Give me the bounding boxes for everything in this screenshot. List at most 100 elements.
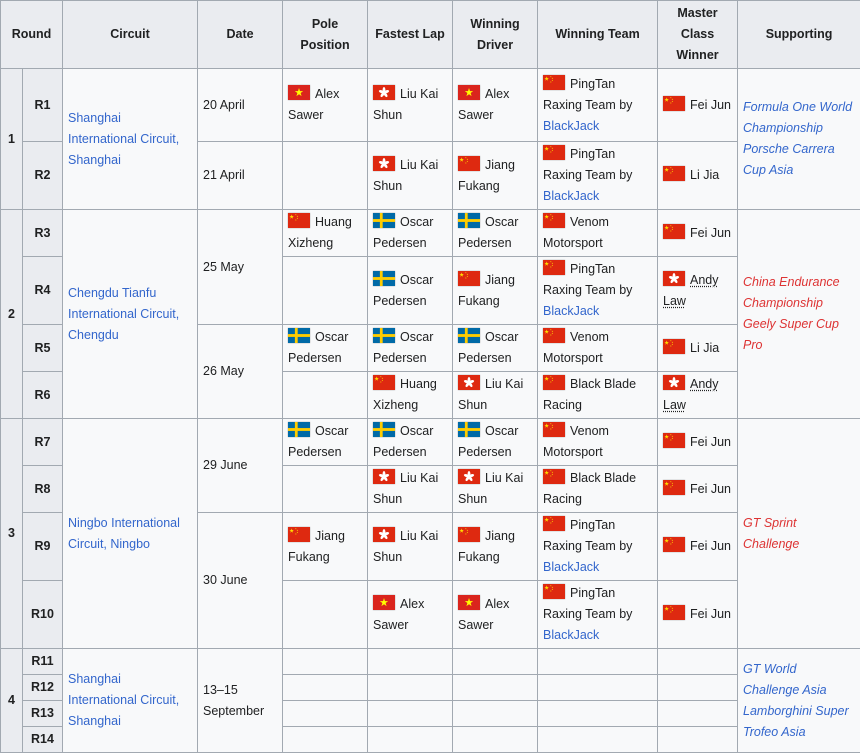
supporting-link[interactable]: GT Sprint Challenge [743, 513, 855, 555]
sweden-flag-icon [458, 328, 480, 343]
winning-team-cell [538, 701, 658, 727]
pole-position-cell: Huang Xizheng [283, 210, 368, 257]
fastest-lap-cell [368, 649, 453, 675]
pole-position-cell: Jiang Fukang [283, 513, 368, 581]
winning-driver-cell: Oscar Pedersen [453, 210, 538, 257]
race-cell: R5 [23, 325, 63, 372]
china-flag-icon [458, 271, 480, 286]
winning-team-cell: PingTan Raxing Team by BlackJack [538, 257, 658, 325]
race-cell: R9 [23, 513, 63, 581]
race-cell: R7 [23, 419, 63, 466]
china-flag-icon [663, 96, 685, 111]
winning-team-cell [538, 649, 658, 675]
race-cell: R14 [23, 727, 63, 753]
supporting-link[interactable]: GT World Challenge Asia [743, 659, 855, 701]
pole-position-cell [283, 649, 368, 675]
pole-position-cell [283, 701, 368, 727]
china-flag-icon [543, 516, 565, 531]
master-winner-name: Fei Jun [690, 607, 731, 621]
supporting-link[interactable]: Geely Super Cup Pro [743, 314, 855, 356]
fastest-lap-cell [368, 701, 453, 727]
winning-driver-cell: Alex Sawer [453, 581, 538, 649]
supporting-link[interactable]: Porsche Carrera Cup Asia [743, 139, 855, 181]
hong-kong-flag-icon [458, 375, 480, 390]
team-link[interactable]: BlackJack [543, 304, 599, 318]
race-cell: R1 [23, 69, 63, 142]
sweden-flag-icon [458, 422, 480, 437]
team-link[interactable]: BlackJack [543, 189, 599, 203]
team-link[interactable]: BlackJack [543, 628, 599, 642]
winning-driver-cell [453, 701, 538, 727]
team-link[interactable]: BlackJack [543, 119, 599, 133]
header-pole-position: Pole Position [283, 1, 368, 69]
supporting-link[interactable]: Formula One World Championship [743, 97, 855, 139]
round-number-cell: 4 [1, 649, 23, 753]
table-row: 1 R1 Shanghai International Circuit, Sha… [1, 69, 860, 142]
winning-team-cell: Black Blade Racing [538, 466, 658, 513]
fastest-lap-cell: Alex Sawer [368, 581, 453, 649]
winning-driver-cell: Oscar Pedersen [453, 419, 538, 466]
circuit-cell: Shanghai International Circuit, Shanghai [63, 649, 198, 753]
supporting-cell: GT World Challenge Asia Lamborghini Supe… [738, 649, 860, 753]
fastest-lap-cell: Liu Kai Shun [368, 142, 453, 210]
race-results-table: Round Circuit Date Pole Position Fastest… [0, 0, 860, 753]
master-winner-name: Fei Jun [690, 226, 731, 240]
fastest-lap-cell: Liu Kai Shun [368, 466, 453, 513]
vietnam-flag-icon [288, 85, 310, 100]
circuit-cell: Shanghai International Circuit, Shanghai [63, 69, 198, 210]
pole-position-cell: Oscar Pedersen [283, 325, 368, 372]
race-cell: R13 [23, 701, 63, 727]
date-cell: 21 April [198, 142, 283, 210]
china-flag-icon [543, 469, 565, 484]
china-flag-icon [543, 328, 565, 343]
race-cell: R11 [23, 649, 63, 675]
table-row: 4 R11 Shanghai International Circuit, Sh… [1, 649, 860, 675]
china-flag-icon [458, 156, 480, 171]
master-class-winner-cell: Fei Jun [658, 513, 738, 581]
circuit-link[interactable]: Shanghai International Circuit, Shanghai [68, 672, 179, 728]
circuit-link[interactable]: Ningbo International Circuit, Ningbo [68, 516, 180, 551]
team-link[interactable]: BlackJack [543, 560, 599, 574]
header-date: Date [198, 1, 283, 69]
hong-kong-flag-icon [458, 469, 480, 484]
fastest-lap-cell: Liu Kai Shun [368, 69, 453, 142]
china-flag-icon [663, 605, 685, 620]
master-class-winner-cell: Andy Law [658, 257, 738, 325]
winning-team-cell: PingTan Raxing Team by BlackJack [538, 69, 658, 142]
table-row: 2 R3 Chengdu Tianfu International Circui… [1, 210, 860, 257]
winning-driver-cell: Oscar Pedersen [453, 325, 538, 372]
sweden-flag-icon [373, 422, 395, 437]
supporting-link[interactable]: Lamborghini Super Trofeo Asia [743, 701, 855, 743]
china-flag-icon [663, 433, 685, 448]
fastest-lap-cell: Huang Xizheng [368, 372, 453, 419]
fastest-lap-cell [368, 727, 453, 753]
hong-kong-flag-icon [373, 469, 395, 484]
winning-team-cell: PingTan Raxing Team by BlackJack [538, 142, 658, 210]
vietnam-flag-icon [458, 595, 480, 610]
header-winning-team: Winning Team [538, 1, 658, 69]
winning-team-cell: Black Blade Racing [538, 372, 658, 419]
pole-position-cell [283, 142, 368, 210]
winning-driver-cell [453, 727, 538, 753]
china-flag-icon [663, 166, 685, 181]
supporting-link[interactable]: China Endurance Championship [743, 272, 855, 314]
circuit-link[interactable]: Chengdu Tianfu International Circuit, Ch… [68, 286, 179, 342]
master-winner-name: Li Jia [690, 341, 719, 355]
date-cell: 26 May [198, 325, 283, 419]
master-class-winner-cell: Fei Jun [658, 419, 738, 466]
circuit-link[interactable]: Shanghai International Circuit, Shanghai [68, 111, 179, 167]
race-cell: R3 [23, 210, 63, 257]
china-flag-icon [543, 584, 565, 599]
fastest-lap-cell: Oscar Pedersen [368, 325, 453, 372]
china-flag-icon [288, 213, 310, 228]
circuit-cell: Chengdu Tianfu International Circuit, Ch… [63, 210, 198, 419]
china-flag-icon [543, 375, 565, 390]
fastest-lap-cell: Oscar Pedersen [368, 257, 453, 325]
fastest-lap-cell: Liu Kai Shun [368, 513, 453, 581]
china-flag-icon [458, 527, 480, 542]
master-class-winner-cell: Fei Jun [658, 210, 738, 257]
fastest-lap-cell: Oscar Pedersen [368, 419, 453, 466]
master-winner-name: Fei Jun [690, 482, 731, 496]
sweden-flag-icon [373, 271, 395, 286]
winning-driver-cell: Jiang Fukang [453, 142, 538, 210]
